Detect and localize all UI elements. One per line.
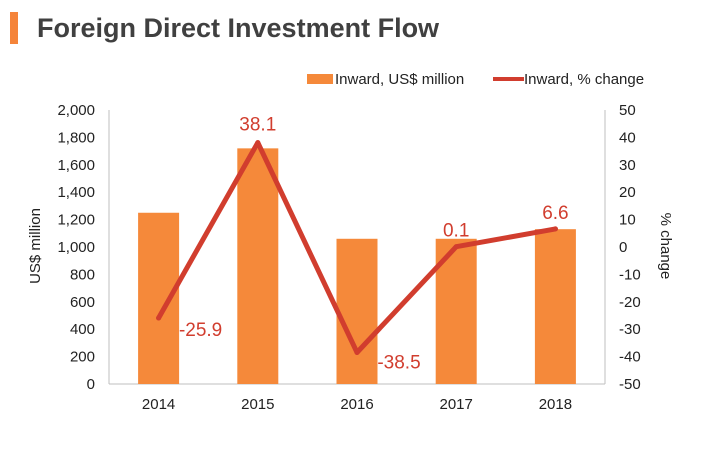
bar-series	[138, 148, 576, 384]
y-tick-label: 1,000	[57, 239, 95, 256]
x-tick-label: 2017	[440, 396, 473, 413]
y-tick-label: 400	[70, 321, 95, 338]
bar	[237, 148, 279, 384]
bar	[534, 229, 576, 384]
title-accent-bar	[10, 12, 18, 44]
data-labels: -25.9 38.1 -38.5 0.1 6.6	[179, 115, 569, 374]
y2-tick-label: -20	[619, 294, 641, 311]
y2-tick-label: 50	[619, 102, 636, 119]
y2-tick-label: -30	[619, 321, 641, 338]
y2-tick-label: 10	[619, 212, 636, 229]
y2-tick-label: 0	[619, 239, 627, 256]
axes: 02004006008001,0001,2001,4001,6001,8002,…	[57, 102, 640, 413]
bar	[336, 238, 378, 384]
data-label: -25.9	[179, 320, 222, 341]
y-tick-label: 1,800	[57, 129, 95, 146]
y2-tick-label: 40	[619, 129, 636, 146]
line-series	[156, 140, 558, 355]
bar	[138, 212, 180, 384]
y-axis-title: US$ million	[27, 208, 44, 284]
legend: Inward, US$ million Inward, % change	[307, 71, 644, 88]
y2-axis-title: % change	[657, 213, 674, 280]
x-tick-label: 2015	[241, 396, 274, 413]
line-point	[453, 244, 459, 250]
y2-tick-label: -50	[619, 376, 641, 393]
y2-tick-label: -40	[619, 349, 641, 366]
page-title: Foreign Direct Investment Flow	[37, 13, 440, 43]
y-tick-label: 1,600	[57, 157, 95, 174]
legend-label-inward-pct: Inward, % change	[524, 71, 644, 88]
y-tick-label: 200	[70, 349, 95, 366]
x-tick-label: 2014	[142, 396, 175, 413]
data-label: -38.5	[377, 352, 420, 373]
data-label: 6.6	[542, 203, 568, 224]
data-label: 0.1	[443, 221, 469, 242]
y2-tick-label: 20	[619, 184, 636, 201]
x-tick-label: 2018	[539, 396, 572, 413]
x-tick-label: 2016	[340, 396, 373, 413]
y-tick-label: 1,400	[57, 184, 95, 201]
y2-tick-label: -10	[619, 266, 641, 283]
line-point	[552, 226, 558, 232]
y-tick-label: 800	[70, 266, 95, 283]
y-tick-label: 1,200	[57, 212, 95, 229]
line-point	[156, 315, 162, 321]
y2-tick-label: 30	[619, 157, 636, 174]
legend-swatch-bar	[307, 74, 333, 84]
line-point	[255, 140, 261, 146]
y-tick-label: 2,000	[57, 102, 95, 119]
line-point	[354, 349, 360, 355]
data-label: 38.1	[239, 115, 276, 136]
legend-label-inward-usd: Inward, US$ million	[335, 71, 464, 88]
y-tick-label: 600	[70, 294, 95, 311]
y-tick-label: 0	[87, 376, 95, 393]
